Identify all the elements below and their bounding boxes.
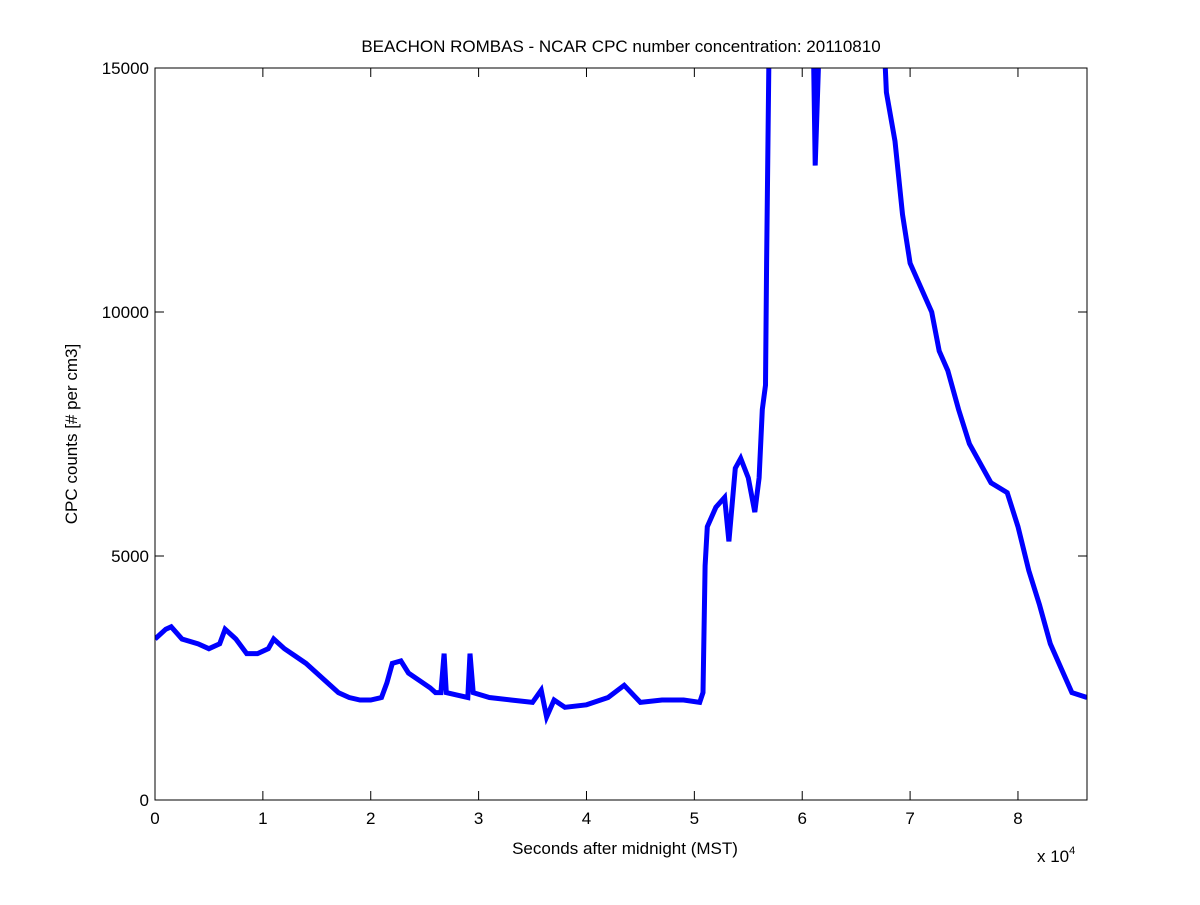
x-tick-label: 6: [797, 809, 806, 828]
x-tick-label: 1: [258, 809, 267, 828]
x-tick-label: 7: [905, 809, 914, 828]
chart-title: BEACHON ROMBAS - NCAR CPC number concent…: [361, 37, 880, 56]
x-tick-label: 8: [1013, 809, 1022, 828]
y-tick-label: 10000: [102, 303, 149, 322]
y-tick-label: 15000: [102, 59, 149, 78]
series-line-0: [155, 68, 1087, 726]
y-tick-label: 5000: [111, 547, 149, 566]
x-tick-label: 0: [150, 809, 159, 828]
x-tick-label: 4: [582, 809, 591, 828]
x-tick-label: 3: [474, 809, 483, 828]
x-multiplier: x 104: [1037, 845, 1075, 866]
series-group: [155, 68, 1087, 726]
x-tick-label: 2: [366, 809, 375, 828]
x-tick-label: 5: [690, 809, 699, 828]
y-axis-label: CPC counts [# per cm3]: [62, 344, 81, 524]
ticks-group: 0 1 2 3 4 5 6 7 8 0 5000 10000 15000: [102, 59, 1087, 828]
x-axis-label: Seconds after midnight (MST): [512, 839, 738, 858]
axes-box: [154, 67, 1088, 801]
y-tick-label: 0: [140, 791, 149, 810]
